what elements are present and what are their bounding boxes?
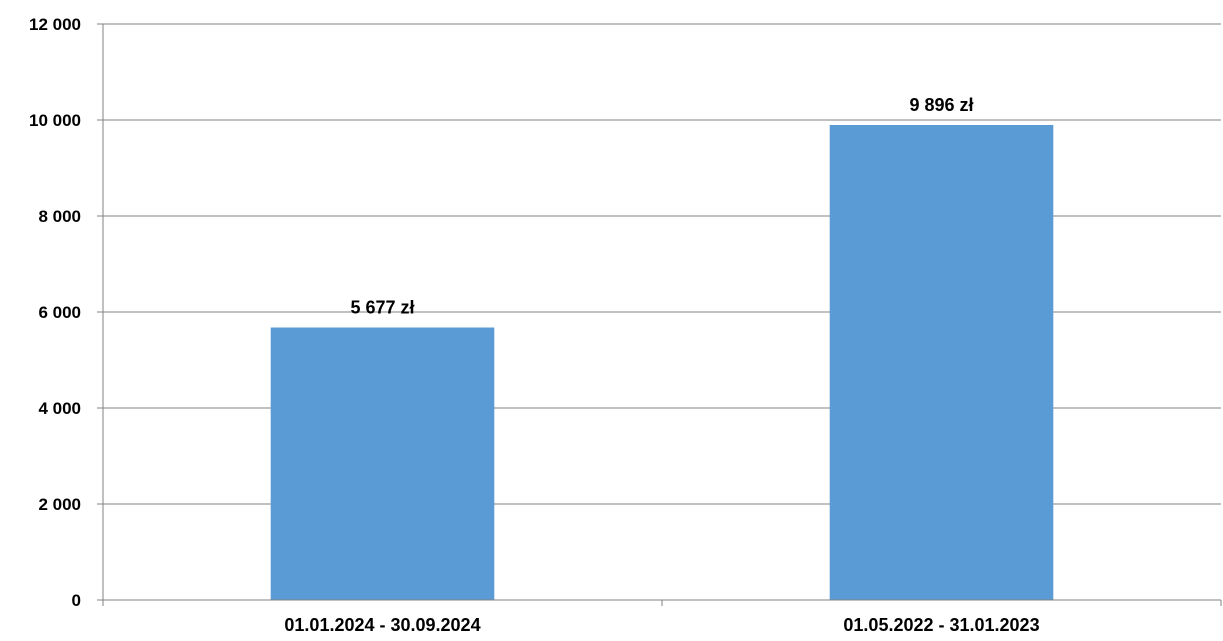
data-labels: 5 677 zł 9 896 zł	[350, 95, 973, 318]
y-tick-label: 2 000	[38, 495, 81, 514]
y-tick-label: 0	[72, 591, 81, 610]
y-tick-label: 4 000	[38, 399, 81, 418]
data-label: 5 677 zł	[350, 298, 414, 318]
axes	[97, 23, 1222, 606]
y-tick-labels: 0 2 000 4 000 6 000 8 000 10 000 12 000	[29, 15, 81, 610]
x-category-label: 01.01.2024 - 30.09.2024	[284, 615, 480, 635]
y-tick-label: 6 000	[38, 303, 81, 322]
x-category-labels: 01.01.2024 - 30.09.2024 01.05.2022 - 31.0…	[284, 615, 1039, 635]
bar	[270, 327, 495, 600]
y-tick-label: 10 000	[29, 111, 81, 130]
bar	[829, 124, 1054, 600]
data-label: 9 896 zł	[909, 95, 973, 115]
bars	[270, 124, 1054, 600]
x-category-label: 01.05.2022 - 31.01.2023	[843, 615, 1039, 635]
y-tick-label: 8 000	[38, 207, 81, 226]
y-tick-label: 12 000	[29, 15, 81, 34]
